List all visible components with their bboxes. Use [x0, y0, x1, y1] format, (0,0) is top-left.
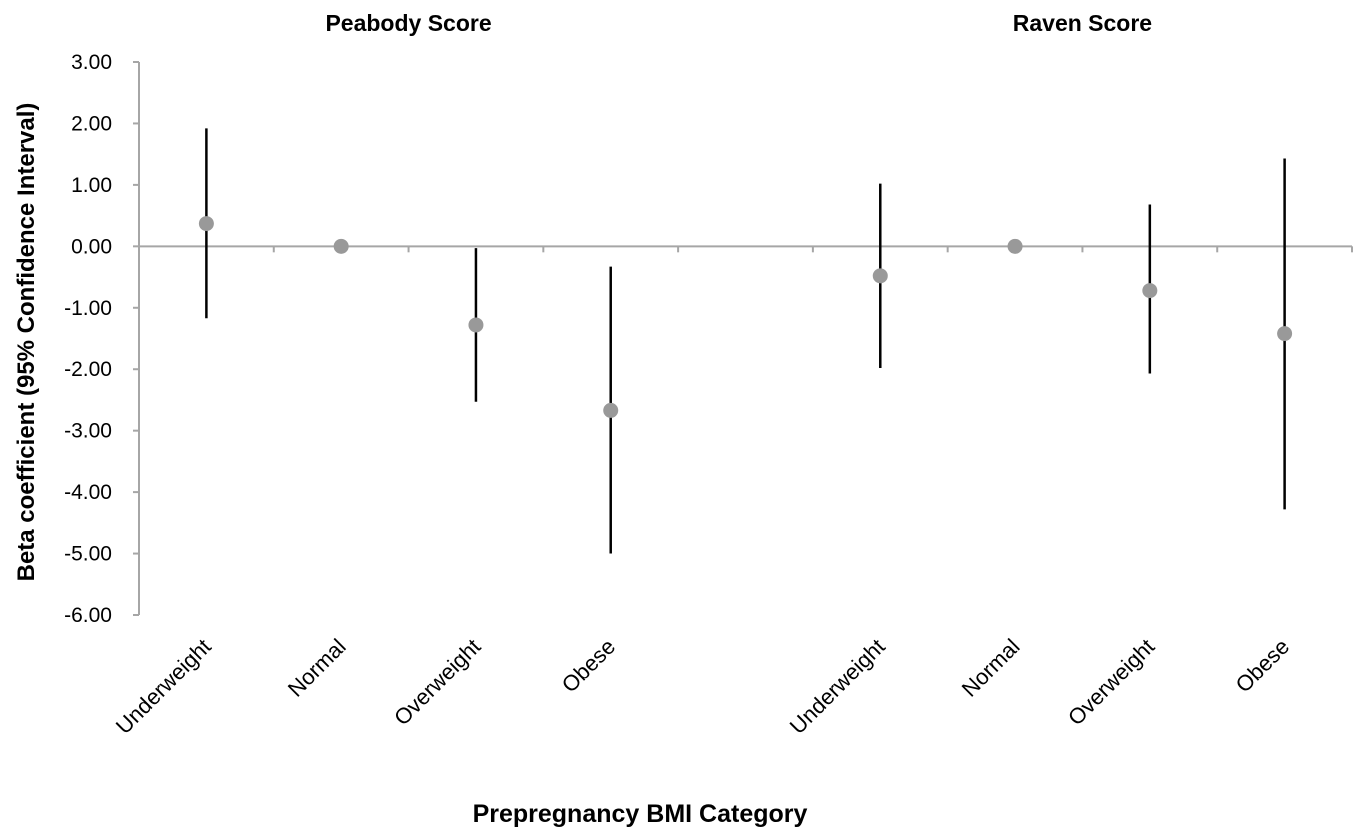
data-point: [468, 317, 484, 333]
x-tick-label: Overweight: [1063, 634, 1159, 730]
data-point: [1142, 283, 1158, 299]
data-point: [872, 268, 888, 284]
panel-title: Raven Score: [1013, 10, 1152, 36]
y-tick-label: -3.00: [64, 420, 112, 443]
data-point: [1277, 326, 1293, 342]
x-tick-label: Underweight: [785, 634, 890, 739]
data-point: [603, 402, 619, 418]
data-point: [198, 216, 214, 232]
x-tick-label: Obese: [1231, 634, 1295, 698]
y-tick-label: 0.00: [71, 235, 112, 258]
y-tick-label: 1.00: [71, 174, 112, 197]
y-tick-label: -5.00: [64, 543, 112, 566]
y-axis-title: Beta coefficient (95% Confidence Interva…: [13, 103, 40, 582]
x-axis-title: Prepregnancy BMI Category: [473, 800, 808, 828]
x-tick-label: Normal: [957, 634, 1025, 702]
y-tick-label: -4.00: [64, 481, 112, 504]
x-tick-label: Overweight: [389, 634, 485, 730]
y-tick-label: -2.00: [64, 358, 112, 381]
panel-title: Peabody Score: [325, 10, 491, 36]
axes-group: [133, 61, 1353, 616]
x-tick-label: Underweight: [111, 634, 216, 739]
y-tick-label: -6.00: [64, 604, 112, 627]
y-tick-label: 3.00: [71, 51, 112, 74]
marks-group: [198, 128, 1293, 554]
data-point: [1007, 238, 1023, 254]
y-tick-label: -1.00: [64, 297, 112, 320]
x-tick-label: Obese: [557, 634, 621, 698]
y-tick-label: 2.00: [71, 112, 112, 135]
x-tick-label: Normal: [283, 634, 351, 702]
data-point: [333, 238, 349, 254]
